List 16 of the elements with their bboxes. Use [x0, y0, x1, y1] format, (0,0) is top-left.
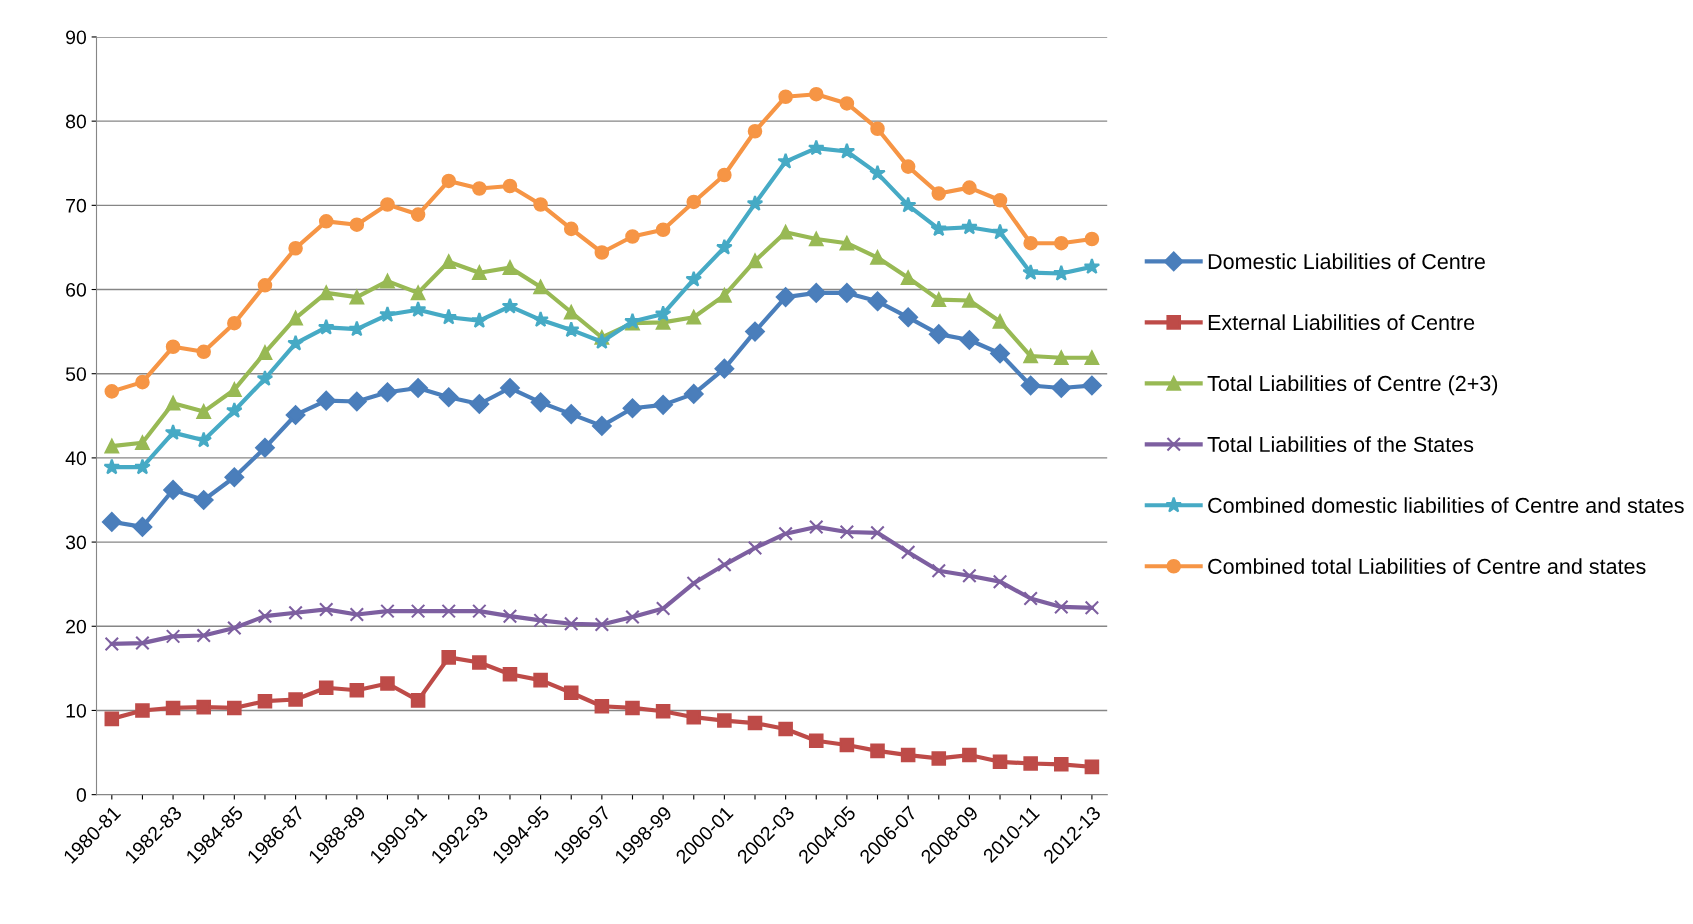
legend-label: Combined domestic liabilities of Centre and states	[1208, 497, 1684, 514]
legend-label: Combined total Liabilities of Centre and states	[1208, 558, 1646, 575]
legend-label: Total Liabilities of the States	[1207, 436, 1474, 453]
legend-label: Total Liabilities of Centre (2+3)	[1207, 375, 1498, 396]
y-tick-label: 80	[66, 114, 87, 129]
y-tick-label: 50	[65, 367, 87, 381]
y-tick-label: 20	[66, 619, 87, 634]
y-tick-label: 40	[65, 451, 87, 466]
legend-label: Domestic Liabilities of Centre	[1208, 253, 1485, 270]
y-tick-label: 70	[66, 198, 87, 213]
y-tick-label: 60	[66, 282, 87, 297]
y-tick-label: 90	[66, 30, 87, 45]
legend-label: External Liabilities of Centre	[1208, 314, 1475, 331]
y-tick-label: 30	[65, 535, 87, 550]
y-tick-label: 10	[66, 703, 87, 718]
y-tick-label: 0	[76, 788, 87, 802]
